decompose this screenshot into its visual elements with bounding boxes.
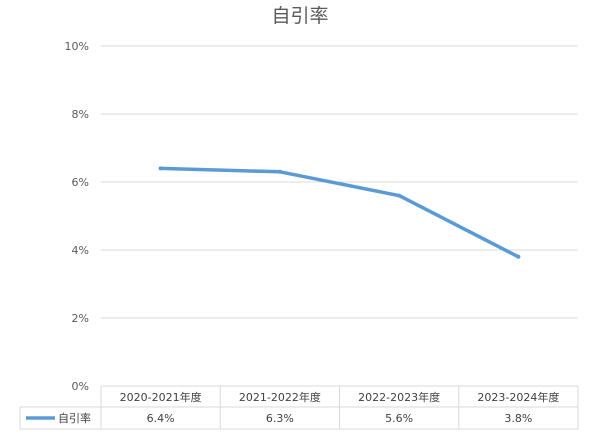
x-category-label: 2022-2023年度 [358,390,440,404]
table-value: 3.8% [504,412,532,425]
series-line [158,166,521,259]
table-value: 5.6% [385,412,413,425]
x-category-label: 2023-2024年度 [477,390,559,404]
gridlines [101,45,578,387]
x-category-label: 2020-2021年度 [120,390,202,404]
data-point [277,169,282,174]
table-value: 6.3% [266,412,294,425]
x-category-label: 2021-2022年度 [239,390,321,404]
data-table: 2020-2021年度 2021-2022年度 2022-2023年度 2023-20… [19,386,579,430]
y-axis-tick-labels: 0% 2% 4% 6% 8% 10% [65,40,89,393]
chart-title: 自引率 [271,5,328,27]
data-point [397,193,402,198]
data-point [158,166,163,171]
table-value: 6.4% [147,412,175,425]
series-layer [158,166,521,259]
legend-label: 自引率 [58,411,91,425]
y-tick-label: 4% [72,244,89,257]
y-tick-label: 10% [65,40,89,53]
y-tick-label: 8% [72,108,89,121]
y-tick-label: 6% [72,176,89,189]
data-point [516,254,521,259]
y-tick-label: 2% [72,312,89,325]
y-tick-label: 0% [72,380,89,393]
